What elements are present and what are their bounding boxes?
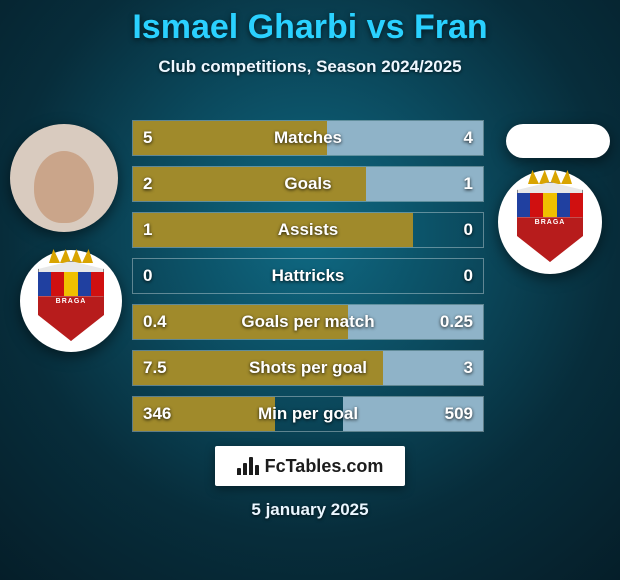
shield-icon: BRAGA [38,261,104,341]
player1-avatar [10,124,118,232]
stat-metric-label: Goals [133,174,483,194]
shield-lower: BRAGA [38,296,104,341]
comparison-chart: 54Matches 21Goals 10Assists 00Hattricks 0.40… [132,120,484,442]
stat-row: 54Matches [132,120,484,156]
infographic-date: 5 january 2025 [0,500,620,520]
shield-icon: BRAGA [517,182,583,262]
crown-icon [49,249,93,263]
stat-metric-label: Hattricks [133,266,483,286]
stat-row: 21Goals [132,166,484,202]
stat-row: 7.53Shots per goal [132,350,484,386]
player2-club-badge: BRAGA [498,170,602,274]
player2-avatar [506,124,610,158]
player1-club-badge: BRAGA [20,250,122,352]
brand-badge: FcTables.com [215,446,405,486]
stat-metric-label: Assists [133,220,483,240]
comparison-subtitle: Club competitions, Season 2024/2025 [0,57,620,77]
stat-row: 10Assists [132,212,484,248]
stat-metric-label: Matches [133,128,483,148]
shield-lower: BRAGA [517,217,583,262]
stat-row: 0.40.25Goals per match [132,304,484,340]
stat-row: 00Hattricks [132,258,484,294]
bar-chart-icon [237,457,259,475]
stat-row: 346509Min per goal [132,396,484,432]
comparison-title: Ismael Gharbi vs Fran [0,0,620,47]
infographic: Ismael Gharbi vs Fran Club competitions,… [0,0,620,580]
crown-icon [528,170,572,184]
stat-metric-label: Goals per match [133,312,483,332]
stat-metric-label: Shots per goal [133,358,483,378]
brand-text: FcTables.com [265,456,384,477]
shield-band [38,272,104,296]
stat-metric-label: Min per goal [133,404,483,424]
shield-band [517,193,583,217]
